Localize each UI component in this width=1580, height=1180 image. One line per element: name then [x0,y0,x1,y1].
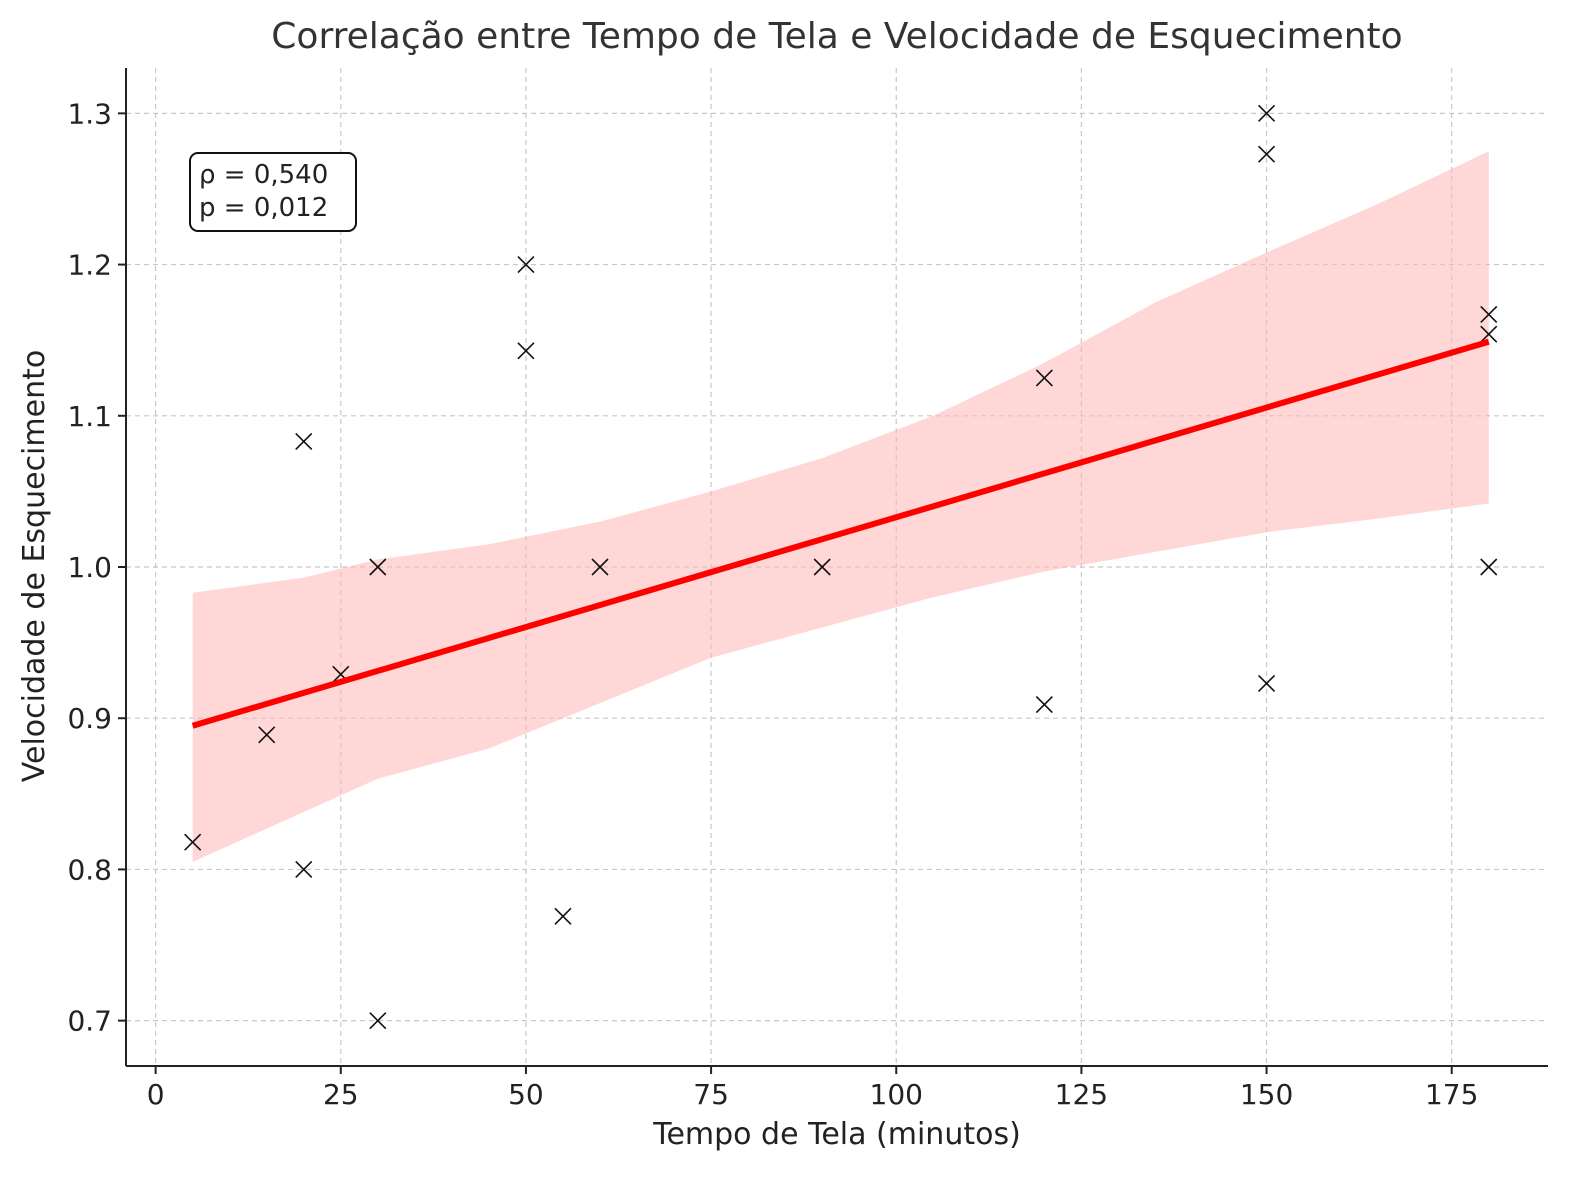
x-tick-label: 125 [1055,1078,1108,1111]
annotation-box [189,152,357,232]
data-point [258,726,276,744]
x-tick-label: 100 [870,1078,923,1111]
data-point [517,256,535,274]
data-point [369,1012,387,1030]
y-tick-label: 0.7 [67,1005,112,1038]
y-tick-label: 1.2 [67,249,112,282]
x-tick-label: 0 [147,1078,165,1111]
data-point [184,833,202,851]
y-tick-label: 1.3 [67,97,112,130]
annotation-p: p = 0,012 [199,193,328,223]
y-tick-label: 1.0 [67,551,112,584]
x-tick-label: 75 [693,1078,729,1111]
data-points [184,104,1498,1030]
data-point [295,432,313,451]
annotation-rho: ρ = 0,540 [199,160,328,190]
y-axis-label: Velocidade de Esquecimento [17,350,52,782]
y-tick-label: 0.9 [67,702,112,735]
x-tick-label: 25 [323,1078,359,1111]
stats-annotation: ρ = 0,540 p = 0,012 [189,152,357,232]
chart-title: Correlação entre Tempo de Tela e Velocid… [271,16,1402,57]
data-point [1035,369,1053,387]
x-tick-label: 175 [1425,1078,1478,1111]
data-point [1257,674,1276,692]
x-axis-label: Tempo de Tela (minutos) [652,1117,1021,1152]
tick-labels: 0 25 50 75 100 125 150 175 0.7 0.8 0.9 1.0 1.1 1.2 1.3 [67,97,1478,1111]
data-point [1257,145,1276,163]
x-tick-label: 50 [508,1078,544,1111]
regression-line [191,338,1490,729]
data-point [1035,696,1053,714]
y-tick-label: 1.1 [67,400,112,433]
data-point [517,342,535,360]
y-tick-label: 0.8 [67,853,112,886]
data-point [591,558,609,576]
data-point [1480,558,1498,576]
data-point [295,860,313,878]
confidence-band [192,151,1489,862]
data-point [554,907,572,925]
data-point [1480,305,1498,324]
x-tick-label: 150 [1240,1078,1293,1111]
data-point [1480,325,1498,343]
data-point [1257,104,1276,122]
data-point [369,558,387,576]
data-point [813,558,831,576]
